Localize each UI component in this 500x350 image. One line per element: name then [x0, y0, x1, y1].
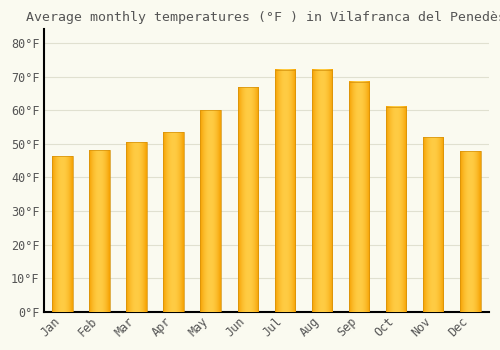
Bar — [238, 87, 258, 312]
Bar — [349, 82, 370, 312]
Title: Average monthly temperatures (°F ) in Vilafranca del Penedès: Average monthly temperatures (°F ) in Vi… — [26, 11, 500, 24]
Bar — [164, 132, 184, 312]
Bar — [126, 142, 146, 312]
Bar — [386, 107, 406, 312]
Bar — [200, 111, 221, 312]
Bar — [460, 151, 480, 312]
Bar — [89, 150, 110, 312]
Bar — [423, 137, 444, 312]
Bar — [312, 70, 332, 312]
Bar — [52, 156, 72, 312]
Bar — [274, 70, 295, 312]
